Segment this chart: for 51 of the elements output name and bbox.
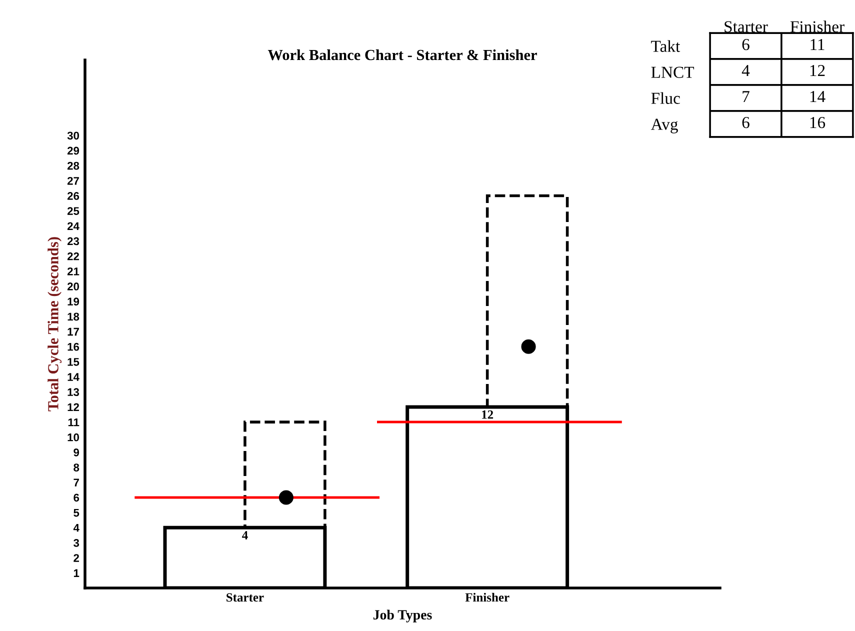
y-tick-label: Fluc: [651, 92, 680, 104]
y-tick-label: 13: [68, 388, 80, 396]
data-label: 4: [242, 531, 248, 540]
y-tick-label: 30: [67, 132, 79, 140]
x-tick-label: Finisher: [790, 20, 844, 32]
y-tick-label: LNCT: [651, 66, 694, 78]
data-label: 12: [810, 64, 825, 76]
x-axis-title: Job Types: [373, 610, 432, 622]
y-tick-label: 21: [67, 267, 80, 276]
y-tick-label: 18: [68, 312, 80, 321]
y-tick-label: 17: [68, 328, 79, 336]
y-tick-label: 22: [67, 252, 79, 260]
y-axis-title: Total Cycle Time (seconds): [48, 237, 62, 412]
y-tick-label: 28: [67, 162, 80, 170]
y-tick-label: Takt: [651, 40, 680, 52]
y-tick-label: 27: [67, 176, 79, 185]
data-label: 16: [810, 116, 826, 128]
data-label: 12: [482, 410, 494, 419]
y-tick-label: 16: [68, 342, 80, 351]
y-tick-label: 19: [68, 298, 80, 306]
data-label: 14: [810, 91, 826, 102]
y-tick-label: 14: [68, 373, 80, 381]
y-tick-label: 11: [68, 418, 80, 426]
y-tick-label: 4: [73, 524, 80, 532]
y-tick-label: 26: [67, 192, 80, 200]
y-tick-label: 7: [74, 478, 79, 486]
y-tick-label: 9: [74, 448, 80, 456]
y-tick-label: 8: [74, 464, 80, 472]
y-tick-label: 1: [74, 569, 80, 577]
data-label: 6: [742, 116, 750, 128]
y-tick-label: 24: [67, 222, 80, 230]
x-tick-label: Finisher: [465, 592, 510, 602]
y-tick-label: 25: [67, 207, 80, 215]
y-tick-label: 3: [74, 539, 80, 547]
y-tick-label: 15: [68, 358, 80, 366]
x-tick-label: Starter: [226, 593, 264, 602]
y-tick-label: 29: [67, 146, 80, 155]
data-label: 11: [810, 39, 824, 50]
chart-title: Work Balance Chart - Starter & Finisher: [268, 49, 537, 60]
y-tick-label: 6: [74, 494, 80, 502]
y-tick-label: 2: [74, 554, 79, 562]
x-tick-label: Starter: [724, 21, 768, 32]
data-label: 4: [742, 65, 750, 76]
y-tick-label: 20: [67, 282, 79, 290]
data-label: 6: [742, 38, 750, 50]
y-tick-label: 5: [74, 508, 80, 517]
y-tick-label: Avg: [650, 118, 678, 134]
y-tick-label: 23: [67, 237, 80, 246]
y-tick-label: 10: [68, 433, 79, 442]
y-tick-label: 12: [68, 403, 79, 411]
data-label: 7: [742, 91, 750, 102]
